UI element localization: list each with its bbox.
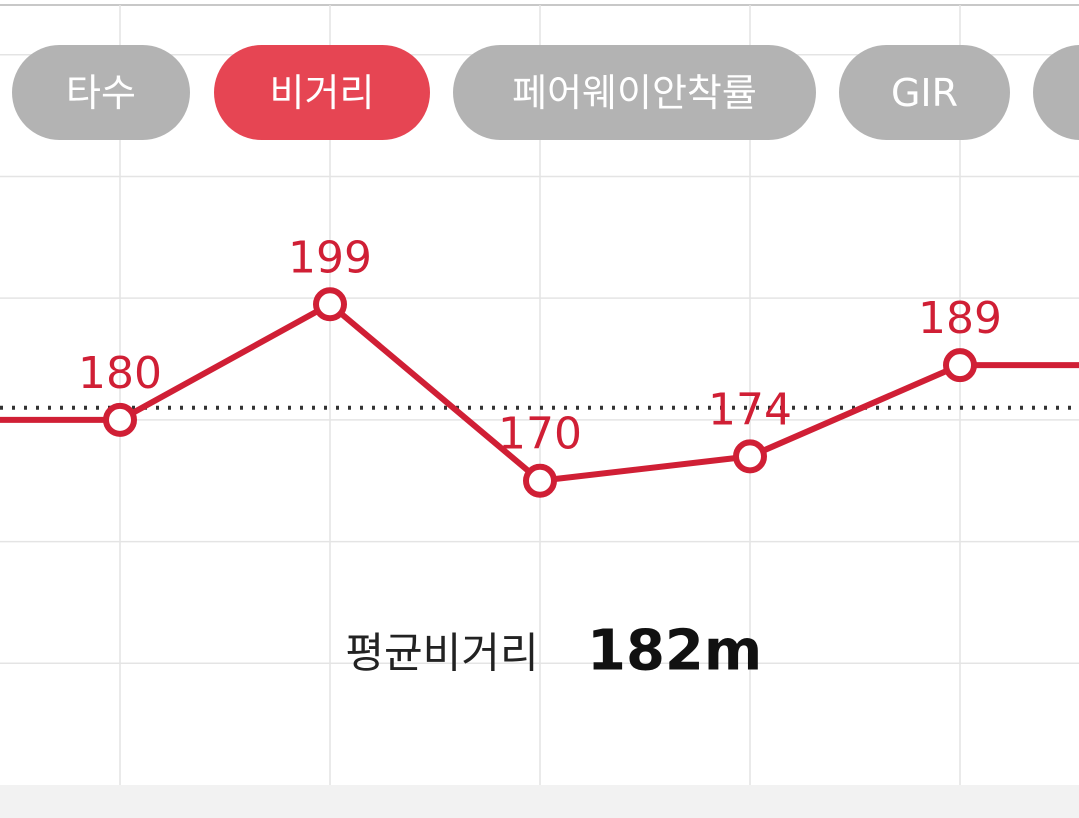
data-label: 170 [498,409,582,460]
data-label: 189 [918,293,1002,344]
tab[interactable]: 비거리 [214,45,430,140]
tab-label[interactable]: 타수 [66,71,136,115]
data-point [523,463,557,498]
data-point [733,439,767,474]
tab-pill[interactable] [12,45,190,140]
tab[interactable]: GIR [839,45,1010,140]
tab-pill[interactable] [453,45,816,140]
data-point [103,402,137,437]
tab-pill[interactable] [839,45,1010,140]
data-point [943,348,977,383]
tab[interactable] [1033,45,1079,140]
tab-label[interactable]: GIR [891,71,958,115]
tab[interactable]: 타수 [12,45,190,140]
tab-pill[interactable] [1033,45,1079,140]
footer-bar [0,785,1079,818]
tab-label[interactable]: 비거리 [270,71,375,115]
data-label: 199 [288,232,372,283]
tab-label[interactable]: 페어웨이안착률 [512,71,757,115]
average-value: 182m [587,619,762,684]
tab[interactable]: 페어웨이안착률 [453,45,816,140]
average-label: 평균비거리 [345,629,538,678]
data-label: 174 [708,384,792,435]
data-point [313,287,347,322]
data-label: 180 [78,348,162,399]
tab-pill[interactable] [214,45,430,140]
